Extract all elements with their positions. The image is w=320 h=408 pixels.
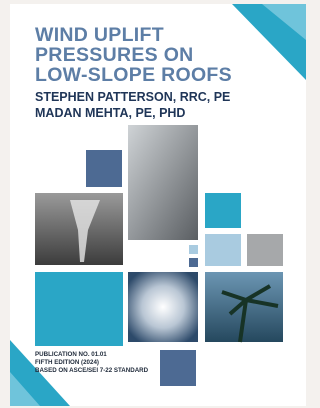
author: STEPHEN PATTERSON, RRC, PE (35, 90, 230, 104)
square (189, 258, 198, 267)
publication-info: FIFTH EDITION (2024) (35, 359, 99, 366)
title-line: LOW-SLOPE ROOFS (35, 64, 232, 86)
publication-info: BASED ON ASCE/SEI 7-22 STANDARD (35, 367, 149, 374)
square (35, 272, 123, 346)
square (189, 245, 198, 254)
square (205, 234, 241, 266)
author: MADAN MEHTA, PE, PHD (35, 106, 185, 120)
hurricane-photo (128, 272, 198, 342)
square (86, 150, 122, 187)
square (205, 193, 241, 228)
book-cover-page: WIND UPLIFT PRESSURES ON LOW-SLOPE ROOFS… (0, 0, 316, 408)
square (160, 350, 196, 386)
publication-info: PUBLICATION NO. 01.01 (35, 351, 107, 358)
square (247, 234, 283, 266)
building-photo (128, 125, 198, 240)
title-line: PRESSURES ON (35, 44, 194, 66)
title-line: WIND UPLIFT (35, 24, 164, 46)
